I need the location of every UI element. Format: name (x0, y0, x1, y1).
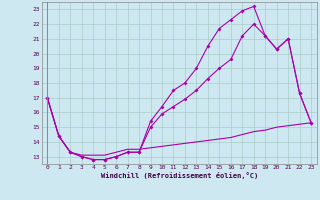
X-axis label: Windchill (Refroidissement éolien,°C): Windchill (Refroidissement éolien,°C) (100, 172, 258, 179)
